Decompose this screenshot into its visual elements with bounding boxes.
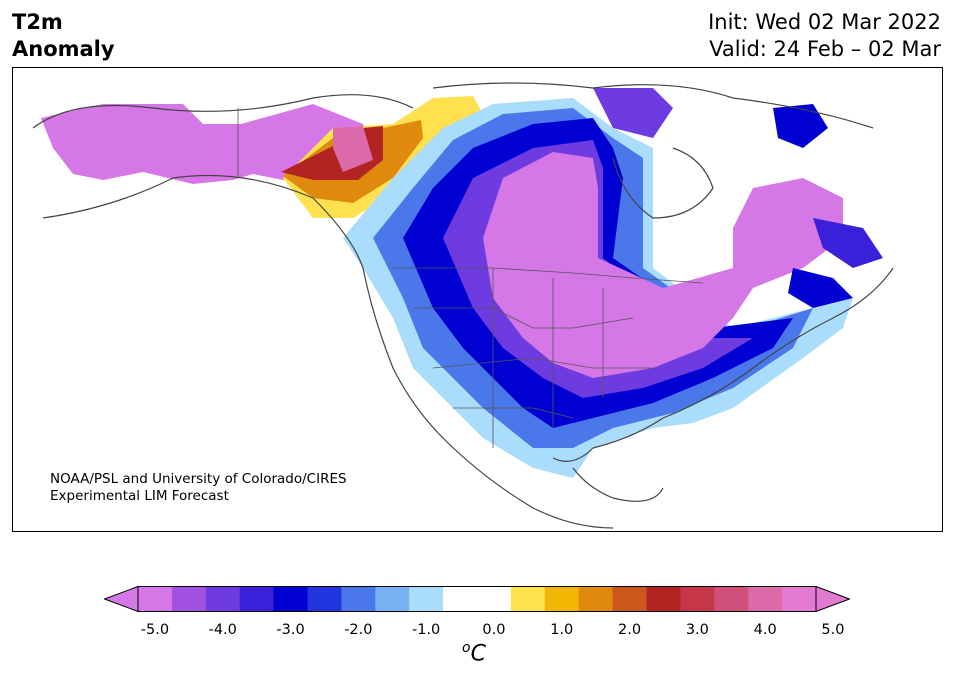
colorbar-segment [680, 586, 715, 612]
colorbar-tick-label: 5.0 [821, 622, 845, 638]
unit-base: C [470, 641, 486, 667]
coastlines [32, 82, 894, 529]
valid-date: Valid: 24 Feb – 02 Mar [709, 37, 941, 61]
central-pink-anomaly [483, 152, 843, 378]
colorbar-tick-label: 3.0 [685, 622, 709, 638]
colorbar-segment [205, 586, 241, 612]
colorbar-segment [544, 586, 580, 612]
maritime-cold-patch [788, 268, 853, 308]
map-title: T2m Anomaly [12, 9, 115, 63]
colorbar-segment [307, 586, 342, 612]
colorbar-tick-label: -1.0 [411, 622, 441, 638]
colorbar-ticks: -5.0 -4.0 -3.0 -2.0 -1.0 0.0 1.0 2.0 3.0 4.0 5.0 [0, 622, 953, 642]
map-panel: NOAA/PSL and University of Colorado/CIRE… [12, 67, 943, 532]
colorbar-tick-label: -5.0 [140, 622, 170, 638]
hudson-cold-patch [593, 88, 673, 138]
colorbar-segment [171, 586, 207, 612]
colorbar-segment [239, 586, 275, 612]
title-line-1: T2m [12, 10, 63, 34]
colorbar [104, 586, 850, 612]
baffin-cold-patch [773, 104, 828, 148]
credit-text: NOAA/PSL and University of Colorado/CIRE… [50, 471, 347, 505]
credit-line-1: NOAA/PSL and University of Colorado/CIRE… [50, 471, 347, 487]
colorbar-segment [477, 586, 512, 612]
colorbar-segment [578, 586, 614, 612]
colorbar-segment [138, 586, 173, 612]
colorbar-over-arrow [815, 586, 850, 612]
political-borders [237, 108, 704, 448]
colorbar-tick-label: -4.0 [208, 622, 237, 638]
credit-line-2: Experimental LIM Forecast [50, 488, 229, 504]
colorbar-segment [409, 586, 444, 612]
init-date: Init: Wed 02 Mar 2022 [708, 10, 941, 34]
colorbar-tick-label: 0.0 [482, 622, 506, 638]
colorbar-segment [273, 586, 308, 612]
colorbar-segment [714, 586, 749, 612]
forecast-dates: Init: Wed 02 Mar 2022 Valid: 24 Feb – 02… [708, 9, 941, 63]
labrador-cold-patch [813, 218, 883, 268]
colorbar-tick-label: 2.0 [618, 622, 642, 638]
colorbar-under-arrow [104, 586, 139, 612]
unit-superscript: o [462, 640, 471, 656]
colorbar-segment [748, 586, 783, 612]
colorbar-tick-label: 1.0 [550, 622, 574, 638]
colorbar-segment [443, 586, 478, 612]
colorbar-outline [137, 586, 817, 612]
colorbar-segment [612, 586, 647, 612]
title-line-2: Anomaly [12, 37, 115, 61]
colorbar-segment [646, 586, 681, 612]
colorbar-tick-label: -3.0 [276, 622, 305, 638]
colorbar-segment [341, 586, 376, 612]
colorbar-unit: oC [462, 640, 486, 666]
alaska-pink-anomaly [41, 104, 373, 184]
anomaly-map [32, 82, 894, 529]
warm-band-pink [333, 126, 373, 172]
colorbar-segment [782, 586, 817, 612]
colorbar-segment [375, 586, 410, 612]
colorbar-tick-label: -2.0 [344, 622, 373, 638]
colorbar-tick-label: 4.0 [753, 622, 777, 638]
colorbar-segment [510, 586, 546, 612]
